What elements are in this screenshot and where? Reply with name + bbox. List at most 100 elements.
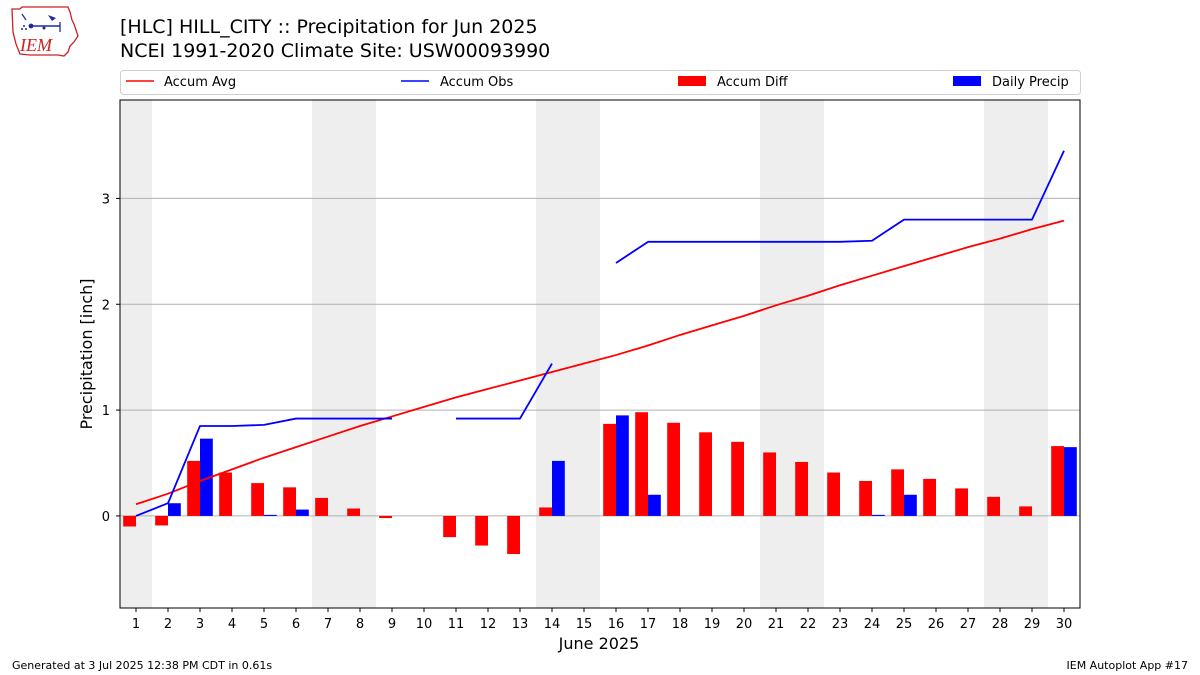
bar-accum-diff-day-23	[827, 472, 840, 516]
legend-daily-precip-label: Daily Precip	[992, 75, 1069, 90]
legend: Accum Avg Accum Obs Accum Diff Daily Pre…	[120, 70, 1081, 95]
bar-accum-diff-day-17	[635, 412, 648, 516]
bar-daily-precip-day-6	[296, 509, 309, 516]
bar-accum-diff-day-3	[187, 460, 200, 516]
chart-title: [HLC] HILL_CITY :: Precipitation for Jun…	[120, 16, 538, 38]
bar-accum-diff-day-20	[731, 441, 744, 516]
x-tick-label-2: 2	[164, 617, 172, 632]
y-axis-ticks: 0 1 2 3	[102, 192, 120, 525]
x-tick-label-30: 30	[1056, 617, 1073, 632]
x-tick-label-22: 22	[800, 617, 817, 632]
plot-border	[119, 99, 1081, 609]
x-tick-label-13: 13	[512, 617, 529, 632]
line-accum-avg-segment-1	[135, 219, 1065, 506]
legend-accum-diff-swatch	[678, 76, 706, 86]
x-tick-label-18: 18	[672, 617, 689, 632]
x-tick-label-19: 19	[704, 617, 721, 632]
bar-accum-diff-day-26	[923, 478, 936, 516]
plot-frame	[119, 99, 1081, 609]
logo-text: IEM	[19, 35, 53, 55]
x-tick-label-12: 12	[480, 617, 497, 632]
iem-logo: IEM	[11, 6, 79, 57]
x-tick-label-29: 29	[1024, 617, 1041, 632]
bar-accum-diff-day-8	[347, 508, 360, 516]
bar-accum-diff-day-21	[763, 452, 776, 516]
x-tick-label-24: 24	[864, 617, 881, 632]
weekend-shading	[120, 100, 1048, 608]
x-tick-label-6: 6	[292, 617, 300, 632]
x-tick-label-8: 8	[356, 617, 364, 632]
lines	[135, 150, 1065, 517]
x-tick-label-20: 20	[736, 617, 753, 632]
x-tick-label-10: 10	[416, 617, 433, 632]
bar-daily-precip-day-14	[552, 460, 565, 516]
x-tick-label-14: 14	[544, 617, 561, 632]
weekend-band-1	[120, 100, 152, 608]
weekend-band-4	[760, 100, 824, 608]
footer-generated-text: Generated at 3 Jul 2025 12:38 PM CDT in …	[12, 659, 273, 672]
legend-accum-obs-label: Accum Obs	[440, 75, 513, 90]
x-axis-label: June 2025	[558, 634, 640, 653]
bar-daily-precip-day-17	[648, 494, 661, 516]
bar-daily-precip-day-24	[872, 514, 885, 516]
x-tick-label-9: 9	[388, 617, 396, 632]
bar-accum-diff-day-29	[1019, 506, 1032, 516]
x-tick-label-17: 17	[640, 617, 657, 632]
bar-accum-diff-day-13	[507, 515, 520, 555]
x-tick-label-11: 11	[448, 617, 465, 632]
bar-accum-diff-day-30	[1051, 446, 1064, 516]
x-tick-label-3: 3	[196, 617, 204, 632]
bars	[123, 412, 1077, 555]
x-tick-label-21: 21	[768, 617, 785, 632]
legend-accum-avg-label: Accum Avg	[164, 75, 236, 90]
bar-accum-diff-day-28	[987, 496, 1000, 516]
bar-accum-diff-day-7	[315, 497, 328, 516]
x-tick-label-7: 7	[324, 617, 332, 632]
x-axis-ticks: 1 2 3 4 5 6 7 8 9 10 11 12 13 14 15 16 17 18 19 20 21 22 23 24 2…	[132, 608, 1072, 632]
weekend-band-3	[536, 100, 600, 608]
bar-daily-precip-day-30	[1064, 447, 1077, 516]
line-accum-obs-segment-1	[135, 417, 392, 517]
legend-accum-diff-label: Accum Diff	[717, 75, 789, 90]
line-accum-obs-segment-3	[615, 150, 1065, 264]
bar-daily-precip-day-3	[200, 438, 213, 516]
bar-accum-diff-day-1	[123, 515, 136, 527]
bar-accum-diff-day-9	[379, 515, 392, 519]
bar-accum-diff-day-27	[955, 488, 968, 516]
bar-accum-diff-day-11	[443, 515, 456, 538]
x-tick-label-23: 23	[832, 617, 849, 632]
bar-accum-diff-day-2	[155, 515, 168, 526]
bar-accum-diff-day-14	[539, 507, 552, 516]
y-tick-label-0: 0	[102, 510, 110, 525]
bar-daily-precip-day-5	[264, 514, 277, 516]
bar-daily-precip-day-25	[904, 494, 917, 516]
bar-accum-diff-day-24	[859, 481, 872, 516]
bar-accum-diff-day-12	[475, 515, 488, 546]
x-tick-label-26: 26	[928, 617, 945, 632]
bar-accum-diff-day-16	[603, 423, 616, 516]
legend-daily-precip-swatch	[953, 76, 981, 86]
x-tick-label-1: 1	[132, 617, 140, 632]
chart-subtitle: NCEI 1991-2020 Climate Site: USW00093990	[120, 40, 551, 62]
y-axis-label: Precipitation [inch]	[77, 278, 96, 429]
x-tick-label-5: 5	[260, 617, 268, 632]
y-tick-label-2: 2	[102, 298, 110, 313]
x-tick-label-28: 28	[992, 617, 1009, 632]
footer-app-text: IEM Autoplot App #17	[1066, 659, 1189, 672]
x-tick-label-16: 16	[608, 617, 625, 632]
bar-accum-diff-day-18	[667, 422, 680, 516]
bar-accum-diff-day-6	[283, 487, 296, 516]
x-tick-label-25: 25	[896, 617, 913, 632]
x-tick-label-4: 4	[228, 617, 236, 632]
bar-accum-diff-day-22	[795, 461, 808, 516]
bar-accum-diff-day-5	[251, 483, 264, 516]
y-tick-label-3: 3	[102, 192, 110, 207]
x-tick-label-15: 15	[576, 617, 593, 632]
gridlines	[120, 197, 1080, 517]
line-accum-obs-segment-2	[456, 363, 553, 420]
bar-daily-precip-day-16	[616, 415, 629, 516]
x-tick-label-27: 27	[960, 617, 977, 632]
y-tick-label-1: 1	[102, 404, 110, 419]
